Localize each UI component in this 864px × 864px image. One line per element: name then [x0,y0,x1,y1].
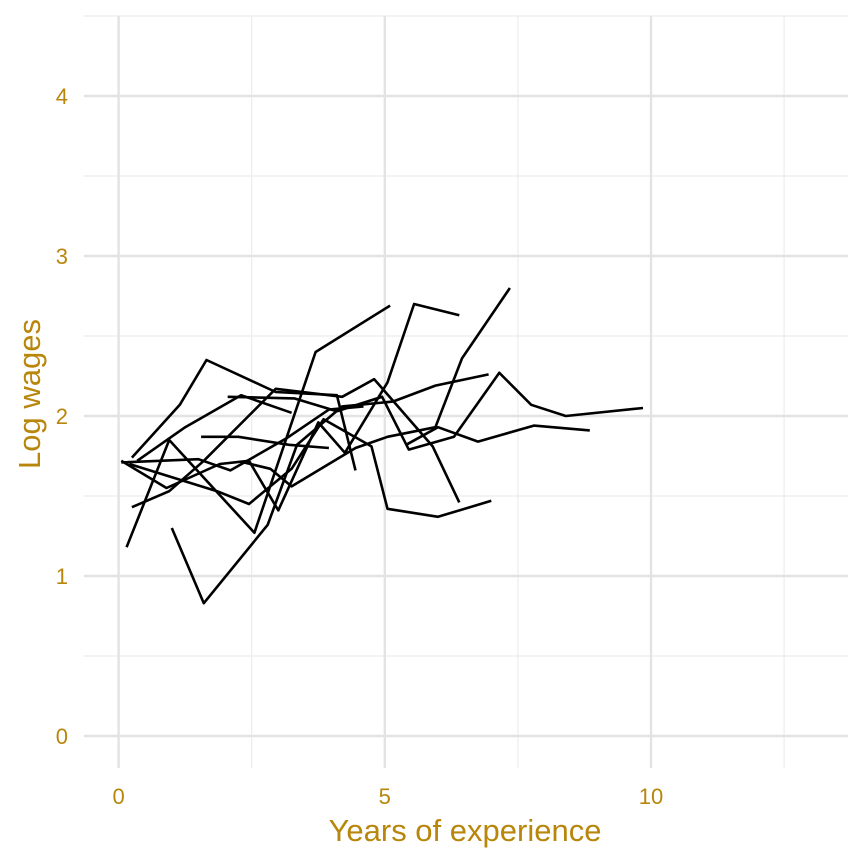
major-gridlines [84,16,848,768]
series-line-9 [201,435,330,450]
y-tick-label: 3 [56,244,68,269]
series-lines [120,287,644,605]
x-tick-label: 10 [639,784,663,809]
y-tick-label: 2 [56,404,68,429]
series-line-3 [125,304,391,548]
x-tick-label: 5 [379,784,391,809]
series-line-11 [227,371,644,451]
x-axis-tick-labels: 0 5 10 [112,784,663,809]
y-tick-label: 4 [56,84,68,109]
y-tick-label: 0 [56,724,68,749]
series-line-7 [243,287,511,488]
y-axis-tick-labels: 0 1 2 3 4 [56,84,68,749]
x-tick-label: 0 [112,784,124,809]
series-line-8 [128,417,492,519]
minor-gridlines [84,15,848,768]
y-axis-title: Log wages [12,319,47,469]
series-line-12 [405,424,590,446]
x-axis-title: Years of experience [329,813,602,848]
series-line-10 [121,405,364,472]
series-line-2 [136,393,293,462]
series-line-5 [120,302,460,512]
y-tick-label: 1 [56,564,68,589]
